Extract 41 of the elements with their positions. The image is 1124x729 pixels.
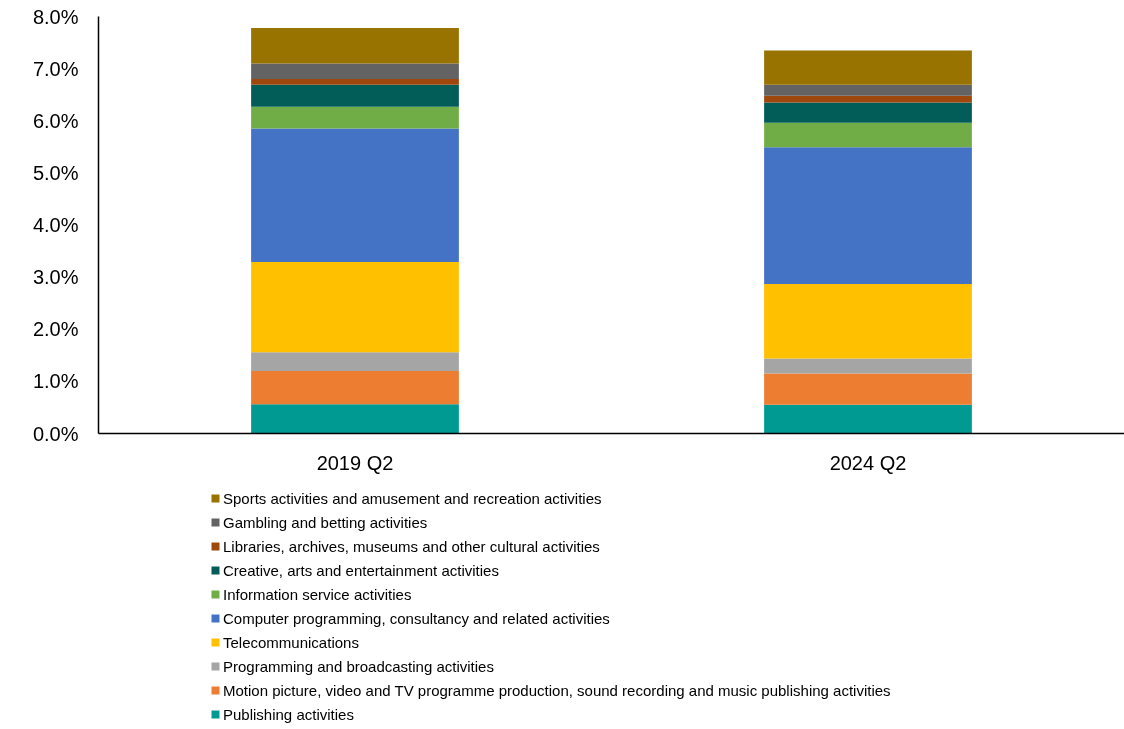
bar xyxy=(251,27,459,64)
legend-label: Telecommunications xyxy=(223,632,359,653)
bar xyxy=(764,147,972,284)
legend-label: Motion picture, video and TV programme production, sound recording and music publishing activities xyxy=(223,680,891,701)
bar xyxy=(251,63,459,80)
y-tick-label: 2.0% xyxy=(32,318,79,341)
bar xyxy=(764,50,972,85)
bar xyxy=(764,122,972,148)
bar xyxy=(251,128,459,263)
legend-label: Computer programming, consultancy and related activities xyxy=(223,608,610,629)
bar xyxy=(764,84,972,96)
legend-label: Creative, arts and entertainment activities xyxy=(223,560,499,581)
legend-label: Programming and broadcasting activities xyxy=(223,656,494,677)
bar xyxy=(251,262,459,353)
legend-label: Libraries, archives, museums and other cultural activities xyxy=(223,536,600,557)
legend-label: Publishing activities xyxy=(223,704,354,725)
bar xyxy=(251,370,459,405)
y-tick-label: 8.0% xyxy=(32,5,79,28)
bar xyxy=(764,102,972,123)
bar xyxy=(764,95,972,103)
bar xyxy=(251,106,459,129)
y-tick-label: 0.0% xyxy=(32,422,79,445)
bar xyxy=(764,373,972,405)
x-tick-label: 2019 Q2 xyxy=(316,451,394,474)
legend-label: Information service activities xyxy=(223,584,412,605)
bar xyxy=(764,358,972,374)
y-tick-label: 3.0% xyxy=(32,266,79,289)
legend-label: Gambling and betting activities xyxy=(223,512,428,533)
legend-label: Sports activities and amusement and recreation activities xyxy=(223,488,602,509)
x-tick-label: 2024 Q2 xyxy=(829,451,907,474)
bar xyxy=(251,84,459,107)
bar xyxy=(764,404,972,434)
y-tick-label: 5.0% xyxy=(32,161,79,184)
y-tick-label: 7.0% xyxy=(32,57,79,80)
y-tick-label: 4.0% xyxy=(32,214,79,236)
bar xyxy=(251,404,459,434)
bar xyxy=(764,283,972,359)
y-tick-label: 6.0% xyxy=(32,109,79,132)
bar xyxy=(251,79,459,85)
bar xyxy=(251,352,459,371)
y-tick-label: 1.0% xyxy=(32,370,79,393)
